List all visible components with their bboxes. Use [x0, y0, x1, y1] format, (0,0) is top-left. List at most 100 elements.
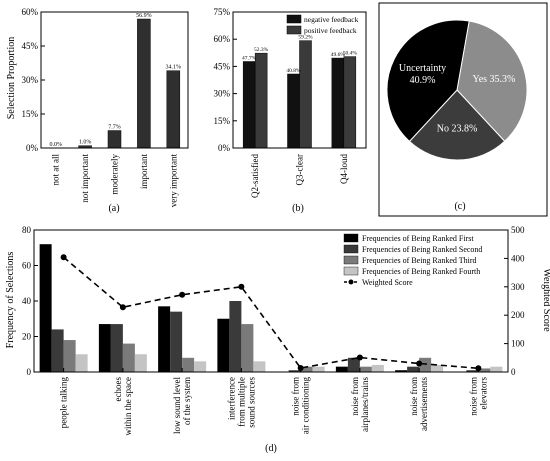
panel-d-bar: [300, 366, 313, 372]
panel-b-x-tick-label: Q3-clear: [295, 154, 305, 185]
panel-b-data-label: 52.3%: [254, 47, 269, 53]
panel-a-y-tick-label: 30%: [22, 75, 39, 85]
panel-b-data-label: 49.6%: [331, 52, 346, 58]
panel-d-y-axis-left: 0 20 40 60 80: [22, 225, 38, 377]
panel-d-x-tick-label: of the system: [182, 377, 192, 425]
panel-d-legend-label: Frequencies of Being Ranked Second: [362, 245, 482, 254]
panel-b-legend-label: negative feedback: [304, 15, 359, 24]
panel-d-bar: [75, 354, 88, 372]
panel-b-x-tick-label: Q4-loud: [339, 154, 349, 184]
panel-a-y-tick-label: 15%: [22, 109, 39, 119]
panel-d-weighted-score-point: [60, 254, 67, 261]
panel-a-bar: [137, 18, 151, 149]
panel-c-slice: [456, 20, 528, 142]
panel-d-bar: [478, 368, 491, 372]
panel-b-chart: 0% 15% 30% 45% 60% 75% 47.7% 52.3% 40.8% 59.2% 49…: [214, 7, 367, 214]
panel-a-data-labels: 0.0% 1.0% 7.7% 56.9% 34.1%: [49, 13, 181, 148]
panel-d-x-tick-label: noise from: [468, 377, 478, 416]
panel-a-bar: [166, 70, 181, 149]
panel-d-bar: [431, 364, 444, 372]
panel-d-x-tick-label: echoes: [113, 377, 123, 402]
panel-d-y-axis-right: 0 100 200 300 400 500: [504, 225, 525, 377]
panel-d-bar: [241, 324, 254, 372]
panel-d-weighted-score-point: [238, 283, 245, 290]
panel-d-ylabel-right: Weighted Score: [541, 268, 550, 332]
panel-d-bar: [182, 357, 195, 372]
panel-d-y-tick-label-left: 40: [22, 296, 32, 306]
panel-d-bar: [194, 361, 207, 372]
panel-b-legend-swatch: [286, 25, 302, 35]
panel-d-legend-label: Frequencies of Being Ranked First: [362, 234, 474, 243]
panel-a-data-label: 0.0%: [49, 142, 62, 148]
panel-a-label: (a): [108, 203, 119, 214]
panel-a-bars: [78, 18, 181, 149]
panel-d-bar: [63, 340, 76, 372]
panel-c-slice-labels: Yes 35.3% No 23.8% Uncertainty 40.9%: [399, 63, 515, 135]
panel-a-x-tick-labels: not at all not important moderately importa…: [51, 154, 179, 208]
panel-b-bars: [242, 40, 357, 149]
panel-a-x-tick-label: important: [139, 154, 149, 189]
panel-a-data-label: 1.0%: [79, 140, 92, 146]
panel-d-bar: [110, 324, 123, 372]
panel-b-data-label: 47.7%: [242, 56, 257, 62]
panel-a-y-tick-label: 0%: [26, 143, 39, 153]
panel-a-x-tick-label: not at all: [51, 154, 61, 186]
panel-d-y-tick-label-left: 80: [22, 225, 32, 235]
panel-d-bar: [288, 370, 301, 372]
panel-b-bar: [287, 73, 300, 149]
panel-d-weighted-score-point: [179, 291, 186, 298]
panel-b-bar: [299, 40, 312, 149]
panel-c-slice-label: Uncertainty 40.9%: [399, 63, 446, 86]
panel-d-bar: [253, 361, 266, 372]
panel-d-bar: [158, 306, 171, 372]
panel-a-y-tick-label: 60%: [22, 7, 39, 17]
panel-d-bar: [229, 301, 242, 372]
panel-a-chart: Selection Proportion 0% 15% 30% 45% 60% 0.0%…: [6, 7, 189, 214]
panel-a-ylabel: Selection Proportion: [6, 37, 17, 120]
panel-d-legend-line-marker: [348, 279, 354, 285]
panel-d-x-tick-label: interference: [226, 377, 236, 420]
panel-d-legend-swatch: [343, 255, 359, 265]
panel-d-bar: [170, 311, 183, 372]
panel-a-frame: [40, 11, 189, 149]
panel-a-y-tick-label: 45%: [22, 41, 39, 51]
panel-d-x-tick-label: elevators: [478, 377, 488, 410]
panel-a-data-label: 34.1%: [166, 65, 182, 71]
panel-d-x-tick-label: people talking: [59, 377, 69, 429]
panel-d-bars: [39, 244, 503, 372]
panel-d-legend-label: Weighted Score: [362, 278, 413, 287]
panel-c-slices: [386, 19, 528, 161]
panel-b-y-axis: 0% 15% 30% 45% 60% 75%: [214, 7, 237, 153]
panel-d-legend-label: Frequencies of Being Ranked Fourth: [362, 267, 480, 276]
panel-d-bar: [134, 354, 147, 372]
panel-b-bar: [331, 57, 345, 149]
panel-d-y-tick-label-right: 0: [511, 367, 516, 377]
panel-b-x-tick-labels: Q2-satisfied Q3-clear Q4-loud: [250, 154, 349, 198]
panel-c-slice-label: No 23.8%: [437, 123, 478, 134]
panel-d-frame: [33, 229, 509, 373]
panel-a-x-tick-label: not important: [80, 154, 90, 203]
panel-b-y-tick-label: 45%: [214, 61, 231, 71]
panel-d-bar: [466, 370, 479, 372]
panel-d-x-tick-label: from multiple: [236, 377, 246, 427]
panel-b-bar: [242, 61, 256, 149]
panel-d-bar: [312, 366, 325, 372]
panel-d-x-tick-label: noise from: [291, 377, 301, 416]
panel-d-x-tick-label: airplanes/trains: [360, 377, 370, 432]
panel-c-slice: [386, 19, 470, 143]
panel-d-x-tick-label: noise from: [350, 377, 360, 416]
panel-d-bar: [98, 324, 111, 372]
panel-b-y-tick-label: 15%: [214, 116, 231, 126]
panel-b-legend-label: positive feedback: [304, 26, 357, 35]
panel-b-y-tick-label: 75%: [214, 7, 231, 17]
panel-d-bar: [39, 244, 52, 372]
panel-b-data-label: 50.4%: [343, 51, 358, 57]
panel-b-frame: [232, 11, 367, 149]
panel-d-x-tick-label: low sound level: [172, 377, 182, 434]
panel-a-data-label: 7.7%: [108, 125, 121, 131]
panel-b-y-tick-label: 0%: [218, 143, 231, 153]
panel-d-y-tick-label-left: 0: [27, 367, 32, 377]
panel-d-bar: [419, 357, 432, 372]
panel-d-y-tick-label-right: 500: [511, 225, 525, 235]
panel-c-slice-label: Yes 35.3%: [472, 74, 515, 85]
